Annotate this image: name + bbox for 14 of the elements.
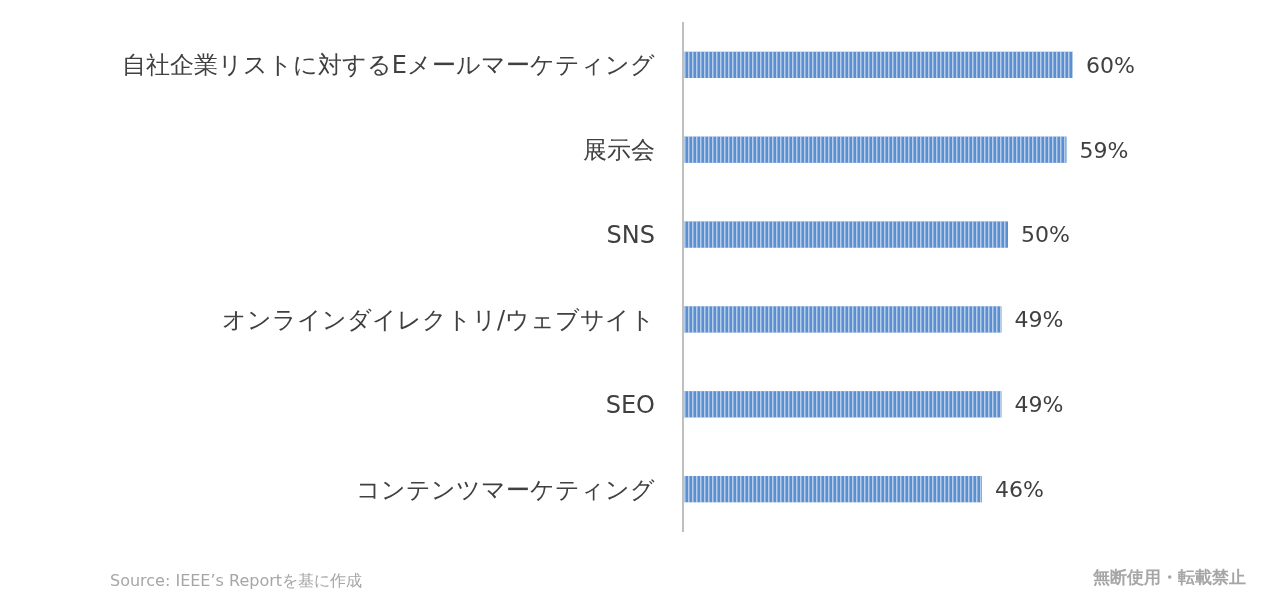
y-tick-label: 展示会	[583, 136, 655, 165]
data-label: 60%	[1086, 52, 1135, 78]
y-tick-label: SEO	[605, 390, 655, 419]
source-note: Source: IEEE’s Reportを基に作成	[110, 571, 363, 590]
y-tick-label: コンテンツマーケティング	[356, 475, 655, 504]
text: 無断使用・転載禁止	[1092, 567, 1246, 587]
y-tick-label: 自社企業リストに対するEメールマーケティング	[121, 51, 655, 80]
data-label: 46%	[995, 477, 1044, 503]
data-label: 59%	[1079, 137, 1129, 163]
y-tick-label: オンラインダイレクトリ/ウェブサイト	[221, 306, 655, 335]
data-label: 49%	[1014, 392, 1064, 418]
y-tick-label: SNS	[606, 221, 655, 250]
data-label: 49%	[1014, 307, 1064, 333]
data-label: 50%	[1021, 222, 1070, 248]
